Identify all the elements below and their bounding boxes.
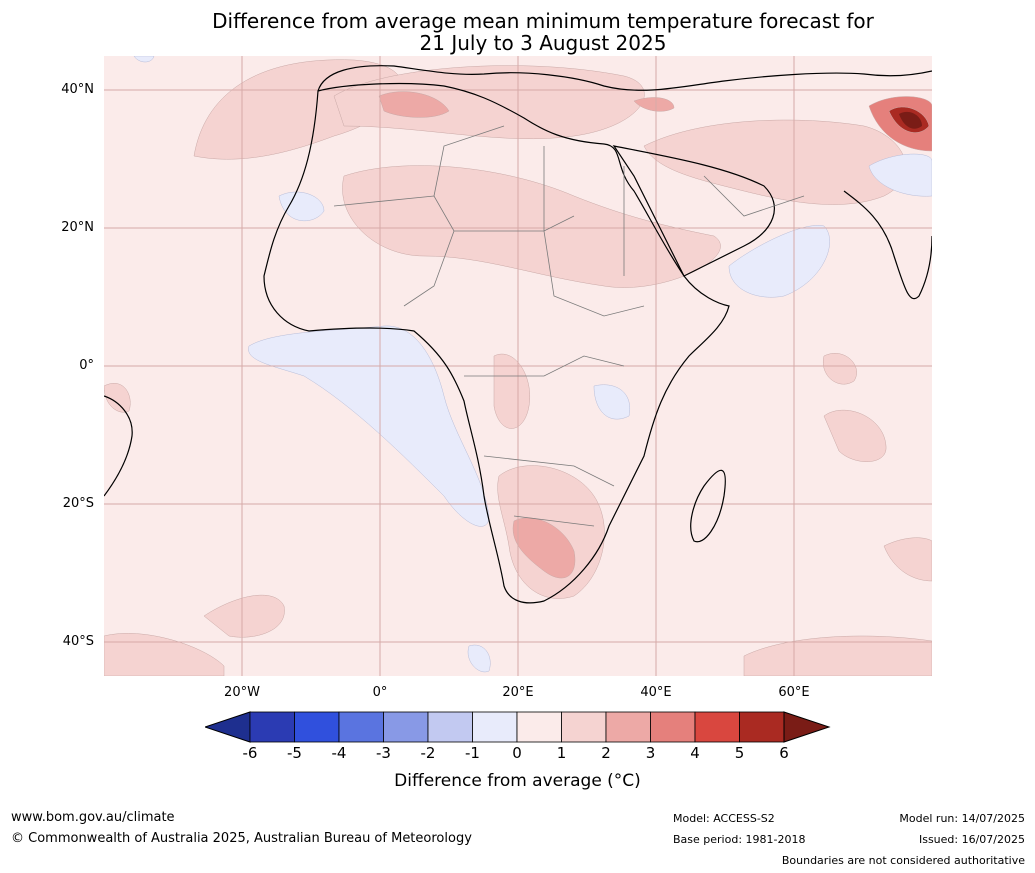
colorbar-segment: [383, 711, 429, 743]
colorbar-arrow-high: [783, 711, 831, 743]
title-line-1: Difference from average mean minimum tem…: [212, 9, 874, 33]
lat-label-40s: 40°S: [62, 634, 94, 649]
anomaly-patch: [728, 225, 830, 298]
anomaly-patch: [133, 56, 155, 63]
lon-label-60e: 60°E: [778, 685, 810, 700]
colorbar-tick-label: -5: [287, 744, 302, 762]
colorbar-tick-label: 4: [690, 744, 700, 762]
anomaly-patch: [467, 644, 491, 673]
anomaly-patch: [593, 384, 631, 420]
colorbar-segment: [338, 711, 384, 743]
anomaly-patch: [104, 383, 131, 413]
lon-label-20w: 20°W: [224, 685, 260, 700]
colorbar-tick-label: -6: [242, 744, 258, 762]
colorbar-segment: [427, 711, 473, 743]
coastline: [690, 469, 726, 543]
lat-label-40n: 40°N: [61, 82, 94, 97]
anomaly-patch: [899, 111, 922, 129]
colorbar-tick-label: 0: [512, 744, 522, 762]
lat-label-20s: 20°S: [62, 496, 94, 511]
forecast-map: [104, 56, 932, 676]
coastline: [317, 65, 932, 92]
title-line-2: 21 July to 3 August 2025: [419, 31, 667, 55]
anomaly-patch: [278, 191, 325, 222]
colorbar-segment: [694, 711, 740, 743]
colorbar-tick-label: 1: [556, 744, 567, 762]
lon-label-20e: 20°E: [502, 685, 534, 700]
anomaly-patch: [823, 409, 887, 462]
anomaly-patch: [512, 517, 576, 579]
colorbar-label: Difference from average (°C): [394, 771, 641, 791]
anomaly-patch: [883, 537, 932, 582]
colorbar-segment: [516, 711, 562, 743]
colorbar-segment: [650, 711, 696, 743]
colorbar-tick-label: -1: [465, 744, 480, 762]
colorbar-segment: [605, 711, 651, 743]
footer-copyright: © Commonwealth of Australia 2025, Austra…: [11, 831, 472, 846]
colorbar-tick-label: 5: [734, 744, 745, 762]
colorbar-segment: [561, 711, 607, 743]
lat-label-0: 0°: [79, 358, 94, 373]
colorbar: [205, 711, 831, 743]
anomaly-patch: [868, 153, 932, 197]
anomaly-patch: [743, 635, 932, 676]
coastline: [263, 82, 730, 604]
coastline: [104, 395, 133, 497]
colorbar-tick-label: -3: [376, 744, 391, 762]
colorbar-tick-label: 6: [779, 744, 789, 762]
colorbar-segment: [249, 711, 295, 743]
lon-label-0: 0°: [372, 685, 388, 700]
lat-label-20n: 20°N: [61, 220, 94, 235]
anomaly-patch: [104, 633, 225, 676]
colorbar-arrow-low: [205, 711, 251, 743]
colorbar-segment: [472, 711, 518, 743]
footer-model: Model: ACCESS-S2: [673, 812, 775, 825]
anomaly-patch: [248, 325, 490, 527]
footer-website: www.bom.gov.au/climate: [11, 810, 175, 825]
colorbar-segment: [739, 711, 785, 743]
anomaly-patch: [203, 594, 285, 638]
anomaly-patch: [378, 91, 450, 118]
footer-base-period: Base period: 1981-2018: [673, 833, 806, 846]
coastline: [612, 145, 775, 277]
colorbar-tick-label: -4: [331, 744, 347, 762]
colorbar-segment: [294, 711, 340, 743]
footer-issued: Issued: 16/07/2025: [918, 833, 1025, 846]
colorbar-tick-label: 3: [645, 744, 656, 762]
anomaly-patch: [493, 353, 531, 429]
map-title: Difference from average mean minimum tem…: [0, 10, 1035, 54]
footer-disclaimer: Boundaries are not considered authoritat…: [781, 854, 1025, 867]
colorbar-tick-label: 2: [601, 744, 611, 762]
colorbar-tick-label: -2: [420, 744, 436, 762]
lon-label-40e: 40°E: [640, 685, 672, 700]
anomaly-patch: [822, 353, 857, 385]
anomaly-patch: [633, 97, 675, 112]
coastline: [843, 190, 932, 300]
footer-model-run: Model run: 14/07/2025: [899, 812, 1025, 825]
